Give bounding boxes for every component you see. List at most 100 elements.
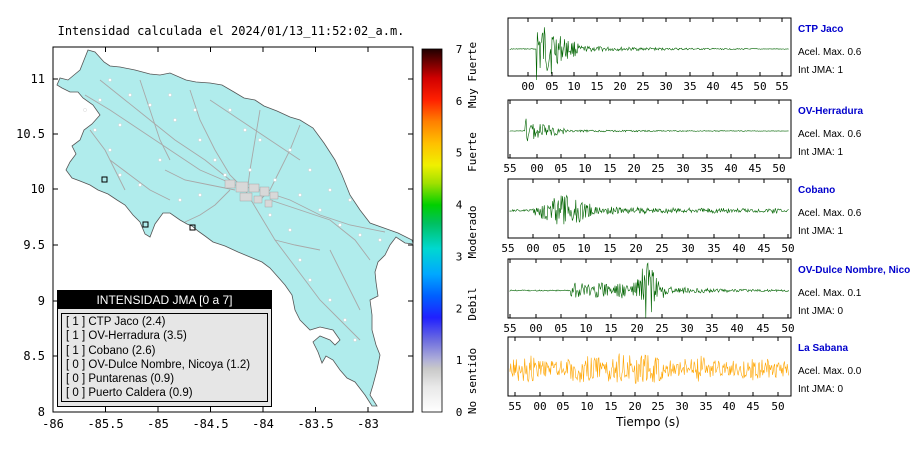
town-dot <box>343 318 347 322</box>
town-dot <box>318 208 322 212</box>
seismogram-tick-label: 25 <box>651 400 664 413</box>
legend-item-name: Puntarenas (0.9) <box>88 373 175 386</box>
map-y-axis: 11 10.5 10 9.5 9 8.5 8 <box>16 72 413 419</box>
seismogram-tick-label: 25 <box>655 322 668 335</box>
legend-title: INTENSIDAD JMA [0 a 7] <box>58 291 271 309</box>
colorbar-tick-label: 1 <box>456 354 463 367</box>
intensity-colorbar <box>421 48 443 413</box>
seismogram-tick-label: 50 <box>781 322 794 335</box>
town-dot <box>158 158 162 162</box>
colorbar-tick-label: 3 <box>456 250 463 263</box>
map-y-tick-label: 9 <box>38 294 45 308</box>
legend-list: [ 1 ] CTP Jaco (2.4)[ 1 ] OV-Herradura (… <box>61 313 268 402</box>
map-x-tick-label: -84.5 <box>192 417 228 431</box>
station-int-jma: Int JMA: 0 <box>798 306 844 317</box>
town-dot <box>83 108 87 112</box>
colorbar-category-label: No sentido <box>466 348 479 414</box>
town-dot <box>138 183 142 187</box>
town-dot <box>223 173 227 177</box>
town-dot <box>198 193 202 197</box>
seismogram-trace <box>509 118 789 142</box>
seismogram-frame <box>507 99 792 159</box>
seismogram-tick-label: 20 <box>630 322 643 335</box>
town-dot <box>173 118 177 122</box>
seismogram-tick-label: 20 <box>628 400 641 413</box>
map-y-tick-label: 11 <box>31 72 45 86</box>
map-y-tick-label: 10 <box>31 182 45 196</box>
town-dot <box>288 228 292 232</box>
colorbar-tick-label: 7 <box>456 43 463 56</box>
legend-item-level: [ 1 ] <box>66 330 89 343</box>
legend-item-level: [ 0 ] <box>66 373 89 386</box>
station-acel-max: Acel. Max. 0.0 <box>798 366 862 377</box>
station-int-jma: Int JMA: 1 <box>798 147 844 158</box>
station-acel-max: Acel. Max. 0.6 <box>798 47 862 58</box>
seismogram-tick-label: 25 <box>636 80 649 93</box>
seismogram-tick-label: 00 <box>533 400 546 413</box>
map-y-tick-label: 10.5 <box>16 127 45 141</box>
seismogram-tick-label: 55 <box>503 162 516 175</box>
seismogram-trace <box>509 194 789 225</box>
legend-item: [ 1 ] OV-Herradura (3.5) <box>66 329 267 343</box>
town-dot <box>178 198 182 202</box>
seismogram-tick-label: 10 <box>577 242 590 255</box>
seismogram-tick-label: 20 <box>613 80 626 93</box>
land-polygon <box>56 49 414 407</box>
seismogram-tick-label: 05 <box>554 162 567 175</box>
station-markers <box>101 176 196 231</box>
legend-item-level: [ 0 ] <box>66 387 89 400</box>
seismogram-tick-label: 15 <box>590 80 603 93</box>
town-dot <box>108 78 112 82</box>
seismogram-frame <box>507 17 792 77</box>
town-dot <box>193 108 197 112</box>
seismogram-tick-label: 50 <box>771 400 784 413</box>
map-title: Intensidad calculada el 2024/01/13_11:52… <box>58 24 405 38</box>
seismogram-tick-label: 45 <box>757 242 770 255</box>
town-dot <box>118 173 122 177</box>
legend-item: [ 0 ] Puerto Caldera (0.9) <box>66 386 267 400</box>
map-x-tick-label: -84 <box>252 417 274 431</box>
town-dot <box>258 138 262 142</box>
station-name: CTP Jaco <box>798 24 844 35</box>
seismogram-tick-label: 45 <box>748 162 761 175</box>
seismogram-tick-label: 50 <box>772 162 785 175</box>
seismogram-tick-label: 05 <box>556 400 569 413</box>
seismogram-tick-label: 45 <box>756 322 769 335</box>
station-acel-max: Acel. Max. 0.6 <box>798 129 862 140</box>
seismogram-tick-label: 35 <box>699 400 712 413</box>
seismogram-tick-label: 30 <box>681 242 694 255</box>
town-dot <box>93 128 97 132</box>
seismogram-tick-label: 00 <box>530 162 543 175</box>
seismogram-tick-label: 00 <box>526 242 539 255</box>
station-int-jma: Int JMA: 1 <box>798 65 844 76</box>
town-dot <box>118 123 122 127</box>
station-marker <box>101 176 108 183</box>
seismogram-tick-label: 30 <box>676 162 689 175</box>
seismogram-tick-label: 55 <box>775 80 788 93</box>
colorbar-category-label: Muy Fuerte <box>466 42 479 108</box>
seismogram-tick-label: 10 <box>578 162 591 175</box>
legend-item-name: CTP Jaco (2.4) <box>88 316 166 328</box>
seismogram-trace <box>509 262 789 318</box>
town-dot <box>248 168 252 172</box>
seismogram-tick-label: 50 <box>753 80 766 93</box>
colorbar-tick-label: 4 <box>456 199 463 212</box>
legend-item-name: Cobano (2.6) <box>88 344 156 357</box>
seismogram-tick-label: 55 <box>503 322 516 335</box>
seismogram-tick-label: 15 <box>604 400 617 413</box>
seismogram-tick-label: 15 <box>604 322 617 335</box>
seismogram-tick-label: 10 <box>567 80 580 93</box>
legend-item-level: [ 1 ] <box>66 316 89 328</box>
map-y-tick-label: 8 <box>38 405 45 419</box>
seismogram-trace <box>509 353 789 384</box>
seismogram-tick-label: 20 <box>627 162 640 175</box>
legend-item: [ 1 ] Cobano (2.6) <box>66 344 267 358</box>
map-x-tick-label: -85 <box>147 417 169 431</box>
town-dot <box>298 193 302 197</box>
map-x-tick-label: -83 <box>357 417 379 431</box>
seismogram-tick-label: 40 <box>732 242 745 255</box>
town-dot <box>378 238 382 242</box>
station-acel-max: Acel. Max. 0.6 <box>798 208 862 219</box>
colorbar-gradient <box>421 48 443 413</box>
